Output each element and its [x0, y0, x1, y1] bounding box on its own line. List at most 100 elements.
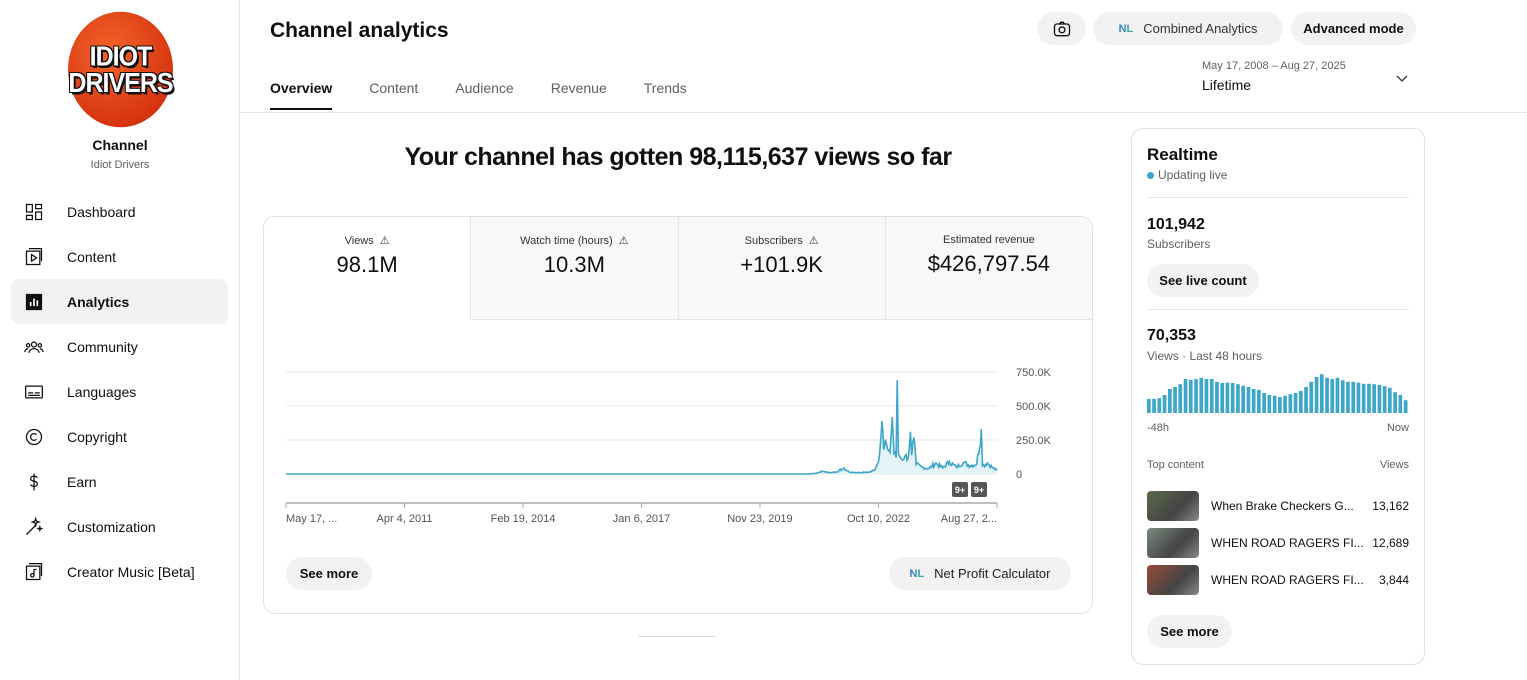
- top-content-item[interactable]: WHEN ROAD RAGERS FI... 3,844: [1147, 565, 1409, 595]
- metric-tab-estimated[interactable]: Estimated revenue $426,797.54: [885, 217, 1092, 320]
- hourly-bar[interactable]: [1293, 393, 1298, 413]
- video-title[interactable]: When Brake Checkers G...: [1211, 499, 1354, 513]
- screenshot-button[interactable]: [1037, 12, 1086, 45]
- hourly-bar[interactable]: [1152, 399, 1156, 413]
- metric-tab-watch[interactable]: Watch time (hours) ⚠ 10.3M: [471, 217, 679, 320]
- hourly-bar[interactable]: [1215, 381, 1219, 413]
- tab-content[interactable]: Content: [369, 80, 419, 96]
- sidebar-item-content[interactable]: Content: [11, 234, 228, 279]
- tab-revenue[interactable]: Revenue: [550, 80, 607, 96]
- top-content-item[interactable]: WHEN ROAD RAGERS FI... 12,689: [1147, 528, 1409, 558]
- hourly-bar[interactable]: [1204, 379, 1209, 413]
- hourly-bar[interactable]: [1157, 398, 1162, 413]
- see-more-button[interactable]: See more: [286, 557, 372, 590]
- metric-tab-subscribers[interactable]: Subscribers ⚠ +101.9K: [678, 217, 886, 320]
- hourly-bar[interactable]: [1346, 381, 1350, 413]
- combined-analytics-label: Combined Analytics: [1143, 21, 1258, 36]
- hourly-bar[interactable]: [1246, 387, 1251, 413]
- see-live-count-button[interactable]: See live count: [1147, 264, 1259, 297]
- hourly-bar[interactable]: [1382, 386, 1387, 413]
- metric-tabs: Views ⚠ 98.1M Watch time (hours) ⚠ 10.3M Subsc…: [264, 217, 1092, 320]
- hourly-bar[interactable]: [1377, 385, 1382, 413]
- sidebar-item-dashboard[interactable]: Dashboard: [11, 189, 228, 234]
- sidebar-item-analytics[interactable]: Analytics: [11, 279, 228, 324]
- y-tick-label: 0: [1016, 469, 1022, 481]
- hourly-bar[interactable]: [1340, 380, 1345, 413]
- video-title[interactable]: WHEN ROAD RAGERS FI...: [1211, 536, 1364, 550]
- hourly-bar[interactable]: [1251, 389, 1256, 413]
- date-range[interactable]: May 17, 2008 – Aug 27, 2025: [1202, 60, 1346, 72]
- hourly-bar[interactable]: [1398, 395, 1403, 413]
- tab-overview[interactable]: Overview: [270, 80, 333, 110]
- y-tick-label: 750.0K: [1016, 367, 1052, 379]
- hourly-bar[interactable]: [1230, 383, 1235, 413]
- hourly-bar[interactable]: [1356, 382, 1361, 413]
- hourly-bar[interactable]: [1188, 379, 1193, 413]
- chevron-down-icon[interactable]: [1395, 72, 1409, 86]
- video-thumbnail[interactable]: [1147, 565, 1199, 595]
- nexlev-logo-icon: NL: [1118, 22, 1134, 35]
- hourly-bar[interactable]: [1361, 383, 1366, 413]
- net-profit-calculator-button[interactable]: NL Net Profit Calculator: [889, 557, 1071, 590]
- hourly-bar[interactable]: [1372, 384, 1376, 413]
- hourly-bar[interactable]: [1147, 399, 1151, 413]
- hourly-bar[interactable]: [1257, 389, 1261, 413]
- hourly-bar[interactable]: [1162, 395, 1167, 413]
- sidebar-item-customization[interactable]: Customization: [11, 504, 228, 549]
- sidebar-item-community[interactable]: Community: [11, 324, 228, 369]
- hourly-bar[interactable]: [1351, 381, 1356, 413]
- hourly-bar[interactable]: [1199, 377, 1204, 413]
- hourly-bar[interactable]: [1209, 379, 1214, 413]
- video-title[interactable]: WHEN ROAD RAGERS FI...: [1211, 573, 1364, 587]
- tab-audience[interactable]: Audience: [455, 80, 514, 96]
- hourly-bar[interactable]: [1194, 379, 1198, 413]
- hourly-bar[interactable]: [1225, 382, 1230, 413]
- hourly-bar[interactable]: [1183, 379, 1188, 413]
- hourly-bar[interactable]: [1367, 383, 1371, 413]
- hourly-bar[interactable]: [1309, 381, 1314, 413]
- video-views: 13,162: [1372, 499, 1409, 513]
- advanced-mode-button[interactable]: Advanced mode: [1291, 12, 1416, 45]
- hourly-bar[interactable]: [1236, 384, 1240, 413]
- hourly-bar[interactable]: [1168, 389, 1172, 413]
- hourly-bar[interactable]: [1330, 379, 1335, 413]
- hourly-bar[interactable]: [1278, 397, 1282, 413]
- start-label: -48h: [1147, 422, 1170, 434]
- tab-trends[interactable]: Trends: [643, 80, 687, 96]
- video-thumbnail[interactable]: [1147, 491, 1199, 521]
- hourly-bar[interactable]: [1272, 395, 1277, 413]
- hourly-bar[interactable]: [1314, 377, 1319, 413]
- hourly-bar[interactable]: [1262, 393, 1266, 413]
- hourly-bar[interactable]: [1304, 387, 1308, 413]
- hourly-bar[interactable]: [1325, 377, 1329, 413]
- sidebar-item-earn[interactable]: Earn: [11, 459, 228, 504]
- hourly-bar[interactable]: [1220, 383, 1225, 413]
- metric-label: Estimated revenue: [943, 234, 1035, 246]
- hourly-bar[interactable]: [1335, 377, 1340, 413]
- hourly-bar[interactable]: [1319, 374, 1324, 413]
- views-chart: 0 250.0K 500.0K 750.0K May 17, ... Apr 4, 201…: [285, 367, 1052, 525]
- hourly-bar[interactable]: [1299, 391, 1303, 413]
- channel-avatar[interactable]: IDIOT DRIVERS: [68, 11, 174, 128]
- hourly-bar[interactable]: [1241, 385, 1245, 413]
- combined-analytics-button[interactable]: NL Combined Analytics: [1093, 12, 1283, 45]
- analytics-icon: [25, 293, 43, 310]
- top-content-item[interactable]: When Brake Checkers G... 13,162: [1147, 491, 1409, 521]
- realtime-views: 70,353: [1147, 327, 1196, 344]
- metric-tab-views[interactable]: Views ⚠ 98.1M: [264, 217, 472, 320]
- hourly-bar[interactable]: [1403, 400, 1408, 413]
- sidebar-item-creator[interactable]: Creator Music [Beta]: [11, 549, 228, 594]
- video-thumbnail[interactable]: [1147, 528, 1199, 558]
- period-select[interactable]: Lifetime: [1202, 77, 1252, 93]
- realtime-see-more-button[interactable]: See more: [1147, 615, 1232, 648]
- hourly-bar[interactable]: [1178, 384, 1183, 413]
- hourly-bar[interactable]: [1173, 387, 1177, 413]
- hourly-bar[interactable]: [1288, 394, 1293, 413]
- hourly-bar[interactable]: [1267, 395, 1272, 413]
- sidebar-item-copyright[interactable]: Copyright: [11, 414, 228, 459]
- hourly-bar[interactable]: [1283, 395, 1287, 413]
- hourly-bar[interactable]: [1393, 392, 1397, 413]
- sidebar-item-languages[interactable]: Languages: [11, 369, 228, 414]
- hourly-bar[interactable]: [1388, 387, 1392, 413]
- live-dot-icon: [1147, 172, 1154, 179]
